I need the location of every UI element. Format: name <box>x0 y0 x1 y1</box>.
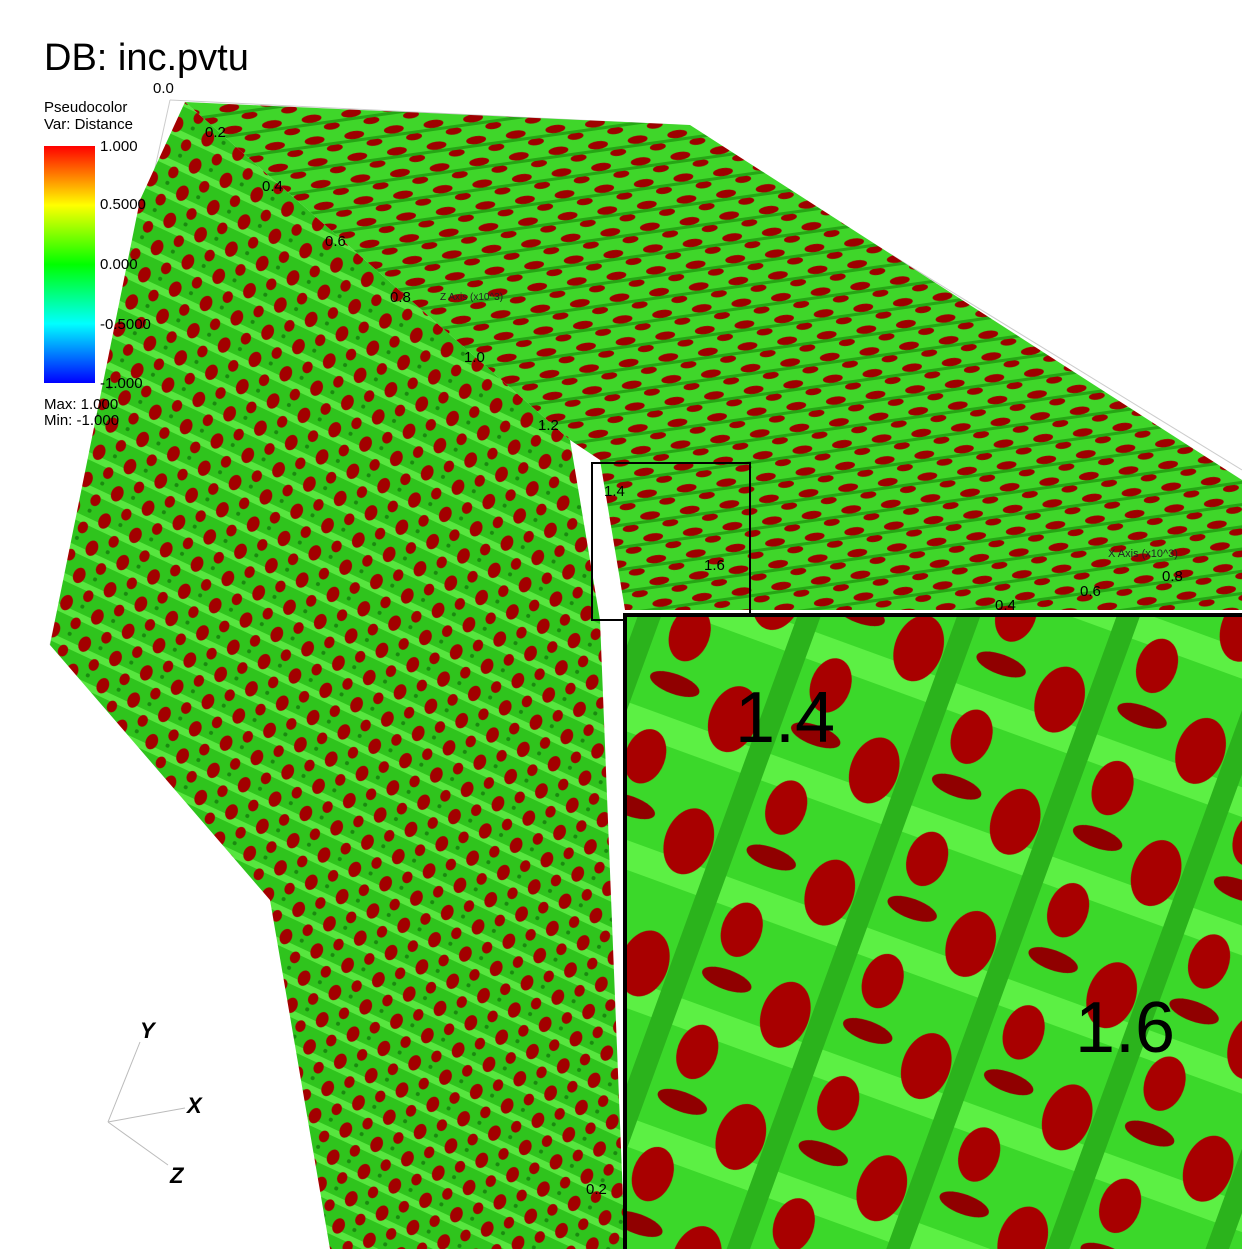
page: 1.4 1.6 DB: inc.pvtu Pseudocolor Var: Di… <box>0 0 1242 1249</box>
title: DB: inc.pvtu <box>44 37 249 79</box>
z-tick-label: 1.0 <box>464 349 485 366</box>
x-tick-label: 0.4 <box>995 597 1016 614</box>
x-tick-label: 0.8 <box>1162 568 1183 585</box>
z-tick-label: 0.2 <box>205 124 226 141</box>
zoom-inset <box>625 615 1242 1249</box>
z-tick-label: 0.6 <box>325 233 346 250</box>
triad-label: Z <box>169 1163 185 1188</box>
legend-tick-label: 0.5000 <box>100 196 146 213</box>
y-tick-label: 0.2 <box>586 1181 607 1198</box>
z-axis-title: Z Axis (x10^3) <box>440 292 503 303</box>
z-tick-label: 0.8 <box>390 289 411 306</box>
x-tick-label: 0.6 <box>1080 583 1101 600</box>
legend-min: Min: -1.000 <box>44 412 119 429</box>
z-tick-label: 1.6 <box>704 557 725 574</box>
legend-max: Max: 1.000 <box>44 396 118 413</box>
legend-tick-label: 1.000 <box>100 138 138 155</box>
legend-tick-label: -1.000 <box>100 375 143 392</box>
triad-label: X <box>185 1093 203 1118</box>
legend-variable: Var: Distance <box>44 116 133 133</box>
z-tick-label: 1.4 <box>604 483 625 500</box>
x-axis-title: X Axis (x10^3) <box>1108 548 1178 560</box>
axis-triad <box>108 1042 185 1165</box>
z-tick-label: 0.0 <box>153 80 174 97</box>
legend-tick-label: 0.000 <box>100 256 138 273</box>
legend-tick-label: -0.5000 <box>100 316 151 333</box>
render-view: 1.4 1.6 DB: inc.pvtu Pseudocolor Var: Di… <box>0 0 1242 1249</box>
triad-label: Y <box>140 1018 157 1043</box>
legend-plot: Pseudocolor <box>44 99 127 116</box>
z-tick-label: 1.2 <box>538 417 559 434</box>
inset-label: 1.6 <box>1075 988 1175 1068</box>
inset-label: 1.4 <box>735 678 835 758</box>
color-bar <box>44 146 95 383</box>
z-tick-label: 0.4 <box>262 178 283 195</box>
